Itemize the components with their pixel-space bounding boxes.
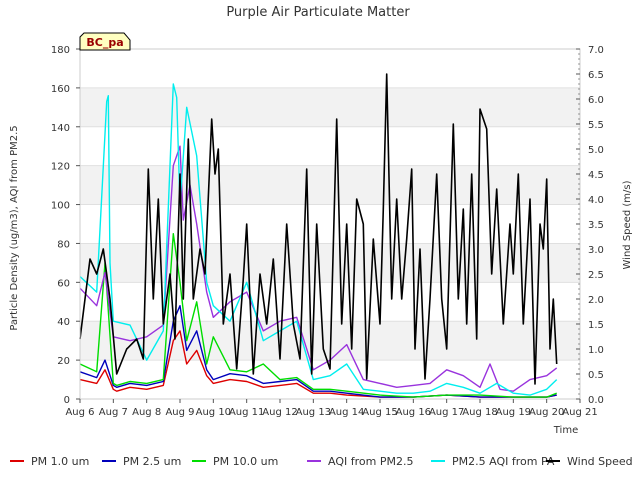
legend-label-5: Wind Speed: [567, 455, 633, 468]
y-tick-label-120: 120: [51, 162, 70, 173]
y-tick-label-40: 40: [57, 317, 70, 328]
y2-tick-label-7.0: 7.0: [588, 45, 604, 56]
legend-label-4: PM2.5 AQI from PA: [452, 455, 555, 468]
x-tick-label: Aug 15: [362, 407, 397, 418]
legend-label-1: PM 2.5 um: [123, 455, 181, 468]
series-layer: [79, 73, 558, 398]
y-axis-ticks: 0 20 40 60 80 100 120 140 160 180: [51, 45, 80, 406]
y-tick-label-100: 100: [51, 201, 70, 212]
legend-label-0: PM 1.0 um: [31, 455, 89, 468]
y2-tick-label-2.5: 2.5: [588, 270, 604, 281]
legend: PM 1.0 um PM 2.5 um PM 10.0 um AQI from PM2…: [10, 455, 633, 468]
y2-axis-ticks: 0.0 0.5 1.0 1.5 2.0 2.5 3.0 3.5 4.0 4.5 5.0 5.5 6.0 6…: [576, 45, 604, 406]
y2-tick-label-1.0: 1.0: [588, 345, 604, 356]
background-bands: [80, 87, 580, 361]
site-label-box: BC_pa: [79, 32, 131, 51]
series-line-2: [79, 232, 557, 398]
band-100: [80, 165, 580, 205]
y2-tick-label-5.0: 5.0: [588, 145, 604, 156]
x-tick-label: Aug 14: [329, 407, 364, 418]
x-tick-label: Aug 10: [196, 407, 231, 418]
site-label: BC_pa: [86, 36, 123, 49]
x-tick-label: Aug 16: [396, 407, 431, 418]
legend-label-2: PM 10.0 um: [213, 455, 278, 468]
x-tick-label: Aug 20: [529, 407, 564, 418]
y2-tick-label-6.5: 6.5: [588, 70, 604, 81]
y2-tick-label-0.5: 0.5: [588, 370, 604, 381]
y-tick-label-0: 0: [64, 395, 70, 406]
x-tick-label: Aug 21: [562, 407, 597, 418]
y-tick-label-140: 140: [51, 123, 70, 134]
y-tick-label-60: 60: [57, 278, 70, 289]
x-tick-label: Aug 12: [262, 407, 297, 418]
y2-tick-label-1.5: 1.5: [588, 320, 604, 331]
y2-tick-label-0.0: 0.0: [588, 395, 604, 406]
x-tick-label: Aug 11: [229, 407, 264, 418]
x-tick-label: Aug 18: [462, 407, 497, 418]
y2-axis-label: Wind Speed (m/s): [622, 180, 633, 269]
x-tick-label: Aug 6: [65, 407, 94, 418]
x-tick-label: Aug 13: [296, 407, 331, 418]
y2-tick-label-6.0: 6.0: [588, 95, 604, 106]
chart-title: Purple Air Particulate Matter: [226, 5, 410, 20]
y2-tick-label-3.0: 3.0: [588, 245, 604, 256]
y2-tick-label-2.0: 2.0: [588, 295, 604, 306]
y-tick-label-80: 80: [57, 239, 70, 250]
x-axis-label: Time: [553, 425, 578, 436]
x-tick-label: Aug 9: [165, 407, 194, 418]
legend-label-3: AQI from PM2.5: [328, 455, 413, 468]
band-60: [80, 243, 580, 283]
band-140: [80, 87, 580, 127]
series-line-3: [79, 145, 558, 392]
x-tick-label: Aug 19: [496, 407, 531, 418]
y-tick-label-160: 160: [51, 84, 70, 95]
series-line-5: [79, 73, 558, 385]
x-tick-label: Aug 8: [132, 407, 161, 418]
y-axis-label: Particle Density (ug/m3), AQI from PM2.5: [9, 125, 20, 330]
x-tick-label: Aug 7: [99, 407, 128, 418]
series-line-4: [79, 83, 558, 396]
y-tick-label-20: 20: [57, 356, 70, 367]
x-tick-label: Aug 17: [429, 407, 464, 418]
gridlines: [80, 48, 580, 400]
y2-tick-label-4.5: 4.5: [588, 170, 604, 181]
y2-tick-label-4.0: 4.0: [588, 195, 604, 206]
y2-tick-label-5.5: 5.5: [588, 120, 604, 131]
y2-tick-label-3.5: 3.5: [588, 220, 604, 231]
y-tick-label-180: 180: [51, 45, 70, 56]
